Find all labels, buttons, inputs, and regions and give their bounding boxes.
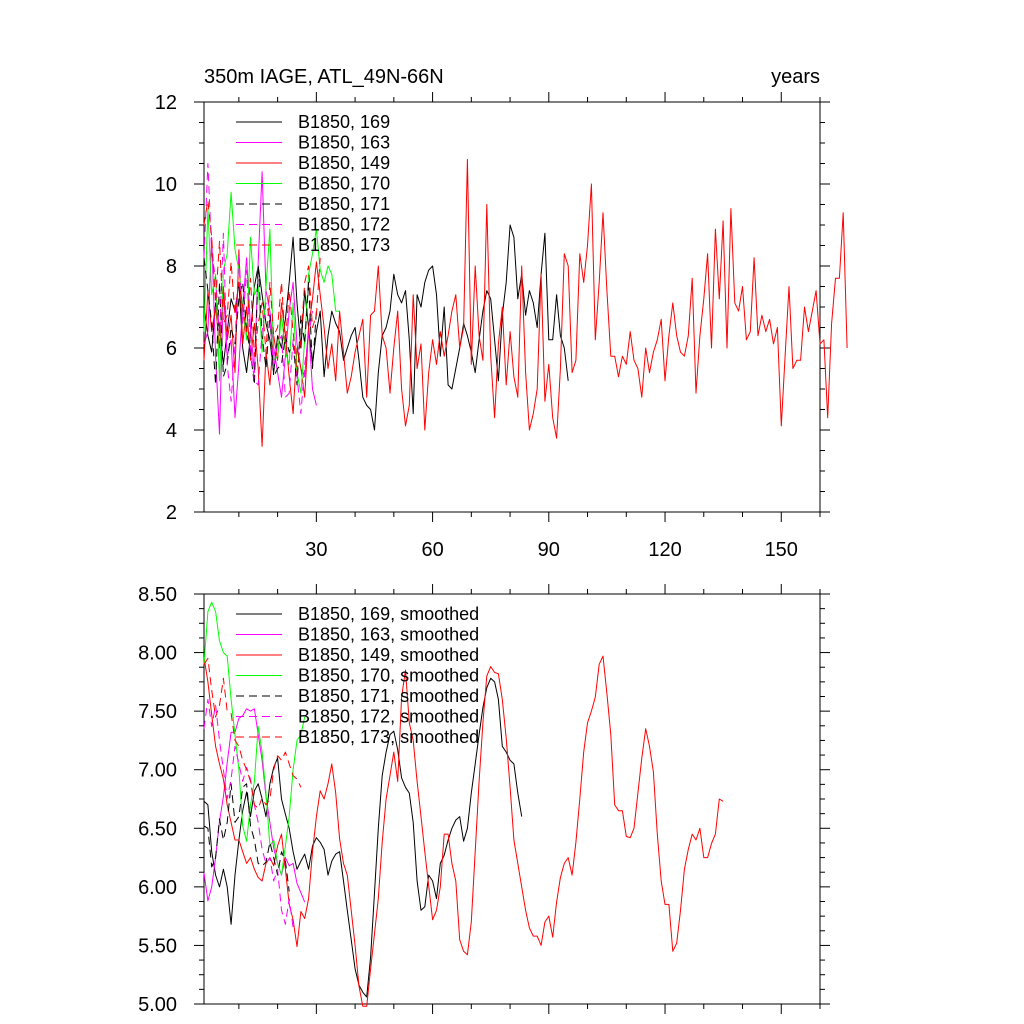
legend-label: B1850, 170 <box>298 174 390 194</box>
x-tick-label: 60 <box>421 539 443 561</box>
legend-label: B1850, 169 <box>298 112 390 132</box>
series-line-7 <box>203 657 302 809</box>
legend-label: B1850, 172 <box>298 215 390 235</box>
series-line-5 <box>203 783 290 892</box>
series-line-7 <box>203 199 321 374</box>
x-tick-label: 90 <box>538 539 560 561</box>
legend-label: B1850, 169, smoothed <box>298 604 479 624</box>
series-line-5 <box>203 257 317 386</box>
legend-label: B1850, 163 <box>298 133 390 153</box>
x-tick-label: 150 <box>765 539 798 561</box>
smoothed-series-panel: 5.00 5.50 6.00 6.50 7.00 7.50 8.00 8.50 B1850, 1… <box>138 584 830 1016</box>
y-tick-label: 8 <box>166 256 177 278</box>
y-tick-label: 8.00 <box>138 643 177 665</box>
x-tick-label: 30 <box>305 539 327 561</box>
y-tick-label: 7.50 <box>138 701 177 723</box>
y-tick-label: 8.50 <box>138 584 177 606</box>
series-line-2 <box>203 708 306 903</box>
y-tick-label: 7.00 <box>138 760 177 782</box>
series-line-4 <box>203 191 340 394</box>
chart-title: 350m IAGE, ATL_49N-66N <box>204 66 444 88</box>
y-tick-label: 12 <box>155 92 177 114</box>
series-line-4 <box>203 601 306 876</box>
legend-label: B1850, 171 <box>298 194 390 214</box>
legend-label: B1850, 172, smoothed <box>298 707 479 727</box>
x-tick-label: 120 <box>648 539 681 561</box>
legend-label: B1850, 171, smoothed <box>298 686 479 706</box>
y-tick-label: 4 <box>166 420 177 442</box>
y-tick-label: 5.00 <box>138 994 177 1016</box>
legend-label: B1850, 173, smoothed <box>298 727 479 747</box>
y-tick-label: 6.50 <box>138 818 177 840</box>
y-tick-label: 10 <box>155 174 177 196</box>
legend-label: B1850, 149, smoothed <box>298 645 479 665</box>
y-tick-label: 5.50 <box>138 935 177 957</box>
y-tick-label: 6 <box>166 338 177 360</box>
series-line-6 <box>203 698 294 928</box>
y-tick-label: 6.00 <box>138 877 177 899</box>
y-tick-label: 2 <box>166 502 177 524</box>
series-line-6 <box>203 163 313 415</box>
legend-label: B1850, 170, smoothed <box>298 666 479 686</box>
series-line-1 <box>203 677 523 998</box>
time-unit-label: years <box>771 66 820 88</box>
legend-label: B1850, 173 <box>298 235 390 255</box>
legend-label: B1850, 163, smoothed <box>298 625 479 645</box>
legend-label: B1850, 149 <box>298 153 390 173</box>
